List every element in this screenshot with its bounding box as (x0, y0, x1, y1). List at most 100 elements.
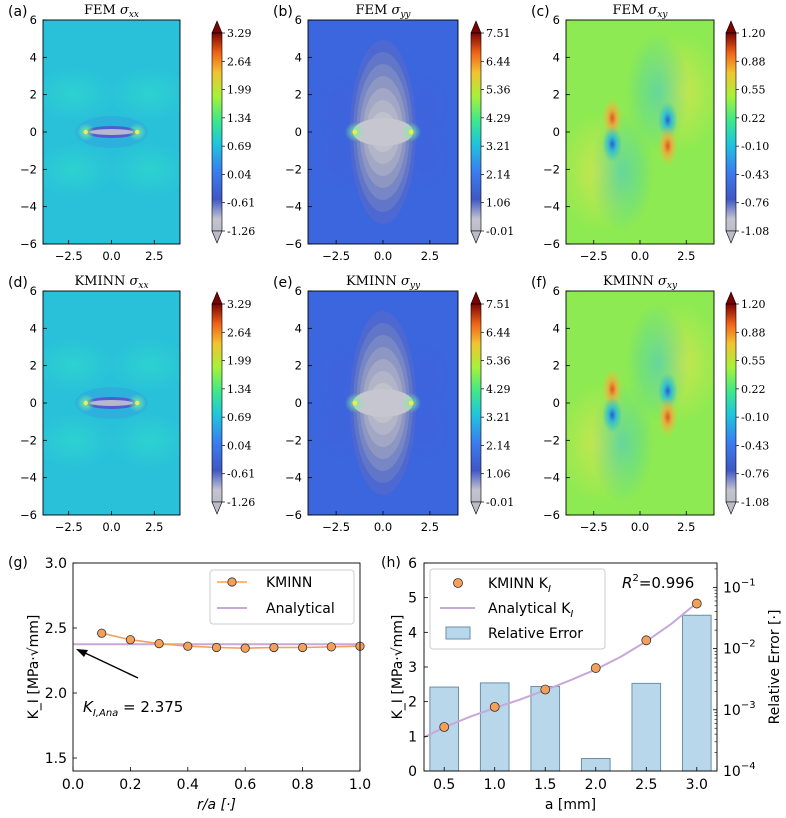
y-tick-label: −4 (285, 200, 302, 214)
kminn-point (590, 663, 601, 673)
y-axis-label: K_I [MPa·√mm] (390, 615, 406, 720)
y-tick-label: 4 (295, 321, 302, 335)
title-main: FEM (84, 3, 116, 18)
x-tick-label: −2.5 (322, 249, 350, 263)
y-tick-label: 4 (30, 50, 37, 64)
colorbar-tick-label: 1.34 (227, 112, 252, 125)
y-tick-label: 0 (553, 125, 560, 139)
x-tick-label: 0.6 (234, 777, 256, 793)
colorbar-tick-label: 3.21 (486, 411, 511, 424)
colorbar-extend-bottom (211, 501, 223, 515)
colorbar-tick-label: 0.88 (741, 55, 766, 68)
crack-tip (83, 129, 89, 135)
x-tick-label: 2.5 (421, 249, 439, 263)
crack-zone (352, 118, 414, 146)
title-subscript: yy (399, 10, 411, 20)
error-bar (530, 686, 561, 772)
colorbar (470, 32, 482, 232)
y-tick-label: 1.5 (45, 751, 67, 767)
y-tick-label: −2 (20, 162, 37, 176)
y2-tick-exponent: −2 (741, 639, 756, 650)
y2-tick-exponent: −1 (741, 577, 756, 588)
annotation-arrowhead (76, 649, 88, 657)
colorbar-tick-label: 5.36 (486, 355, 511, 368)
colorbar-tick-label: 0.55 (741, 355, 766, 368)
colorbar-tick-label: -1.26 (227, 225, 255, 238)
x-tick-label: 0.0 (102, 520, 120, 534)
field-layer (566, 291, 714, 515)
colorbar-tick-label: 1.99 (227, 355, 252, 368)
colorbar-tick-label: 2.14 (486, 439, 511, 452)
colorbar-tick-label: 2.14 (486, 168, 511, 181)
colorbar-tick-label: 0.22 (741, 112, 766, 125)
x-tick-label: 3.0 (686, 777, 708, 793)
x-tick-label: 2.0 (585, 777, 607, 793)
colorbar-extend-top (725, 291, 737, 305)
axes-frame (72, 562, 361, 772)
colorbar-tick-label: 0.69 (227, 140, 252, 153)
cool-lobe (625, 32, 690, 152)
x-axis-label: a [mm] (545, 797, 596, 813)
colorbar-tick-label: -0.43 (741, 439, 769, 452)
colorbar-tick-label: -0.43 (741, 168, 769, 181)
colorbar-tick-label: 1.20 (741, 27, 766, 40)
x-tick-label: 0.0 (631, 520, 649, 534)
y-tick-label: 4 (30, 321, 37, 335)
y2-tick-exponent: −3 (741, 700, 756, 711)
y-tick-label: −6 (543, 508, 560, 522)
cyan-lobe (43, 337, 116, 393)
heatmap-panel-6: −6 −4 −2 0 2 4 6 −2.5 0.0 2.5 KMINN σxy (f) 1.20 0.88… (531, 274, 769, 534)
y-tick-label: −4 (543, 471, 560, 485)
y2-tick-exponent: −4 (741, 761, 756, 772)
panel-label: (g) (8, 555, 28, 571)
annotation-value: = 2.375 (118, 698, 183, 716)
colorbar-extend-top (211, 20, 223, 34)
y2-axis-label: Relative Error [·] (767, 610, 783, 725)
panel-label: (d) (8, 275, 28, 291)
y-tick-label: −4 (543, 200, 560, 214)
colorbar-extend-top (470, 20, 482, 34)
crack-tip (134, 400, 140, 406)
y2-tick-label: 10−1 (723, 577, 756, 596)
cyan-lobe (107, 142, 180, 198)
x-tick-label: −2.5 (580, 249, 608, 263)
colorbar-tick-label: 1.06 (486, 197, 511, 210)
x-tick-label: 0.4 (177, 777, 199, 793)
field-layer (308, 291, 458, 515)
title-symbol: σ (391, 3, 401, 18)
y-tick-label: −4 (20, 200, 37, 214)
colorbar-tick-label: -0.10 (741, 411, 769, 424)
warm-spot (657, 397, 678, 437)
x-tick-label: 1.5 (534, 777, 556, 793)
y-tick-label: 2 (295, 88, 302, 102)
x-tick-label: −2.5 (55, 249, 83, 263)
cool-lobe (625, 303, 690, 423)
title-symbol: σ (130, 274, 140, 289)
title-symbol: σ (658, 274, 668, 289)
error-bar (479, 682, 510, 772)
colorbar-tick-label: 1.06 (486, 468, 511, 481)
y-tick-label: −2 (543, 433, 560, 447)
colorbar-tick-label: 0.04 (227, 168, 252, 181)
x-tick-label: 0.0 (102, 249, 120, 263)
colorbar-extend-bottom (211, 230, 223, 244)
panel-title: FEM σxy (612, 3, 668, 20)
x-tick-label: −2.5 (55, 520, 83, 534)
cyan-lobe (107, 413, 180, 469)
y-tick-label: 6 (295, 284, 302, 298)
legend-kminn-name: KMINN K (488, 576, 549, 592)
y2-tick-base: 10 (723, 642, 741, 658)
legend-analytical-sub: I (570, 609, 573, 620)
y-tick-label: −2 (285, 162, 302, 176)
y-tick-label: −4 (285, 471, 302, 485)
title-main: FEM (355, 3, 387, 18)
title-symbol: σ (120, 3, 130, 18)
colorbar-tick-label: 7.51 (486, 298, 511, 311)
y-tick-label: −6 (543, 237, 560, 251)
cool-spot (602, 126, 623, 162)
colorbar-extend-bottom (470, 230, 482, 244)
colorbar-tick-label: -1.26 (227, 496, 255, 509)
legend-analytical-label: Analytical (266, 601, 335, 617)
warm-spot (602, 369, 623, 409)
